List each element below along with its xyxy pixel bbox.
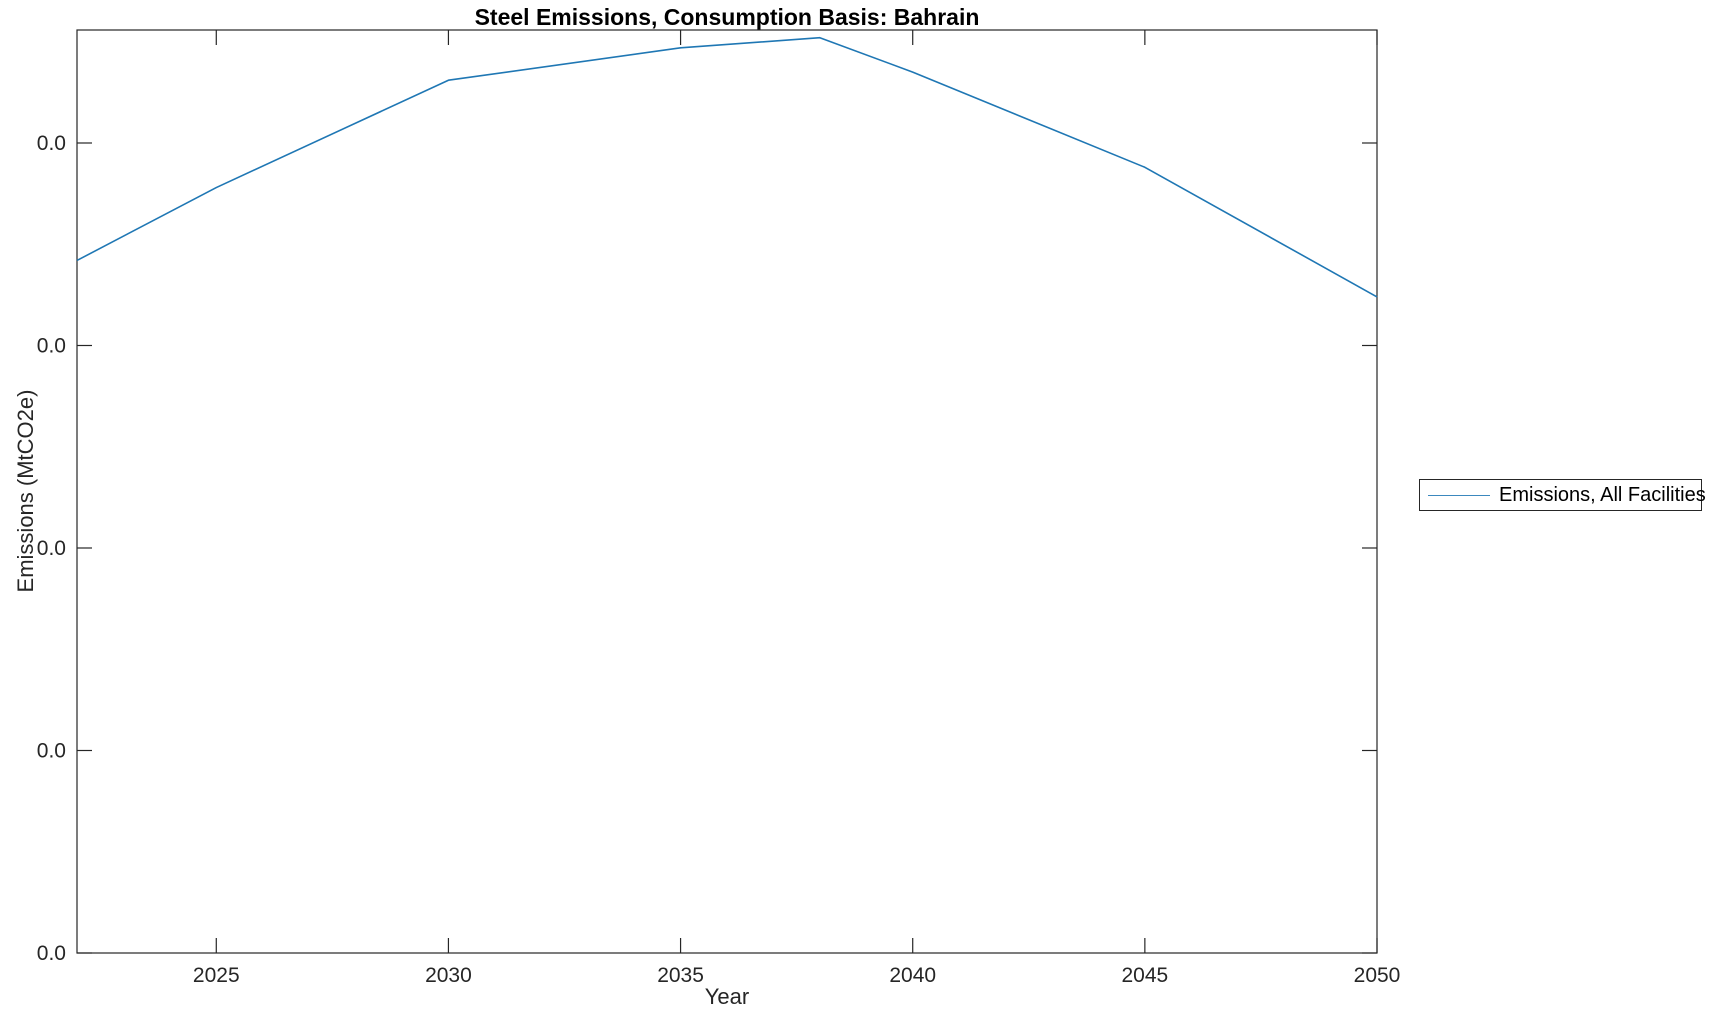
x-tick-label: 2050 (1354, 964, 1401, 987)
y-tick-label: 0.0 (37, 537, 66, 560)
x-tick-label: 2035 (657, 964, 704, 987)
x-axis-label: Year (704, 984, 750, 1009)
legend-line-icon (1428, 495, 1490, 496)
chart-title: Steel Emissions, Consumption Basis: Bahr… (474, 4, 980, 30)
series-line (76, 36, 1378, 298)
y-tick-label: 0.0 (37, 942, 66, 965)
y-tick-label: 0.0 (37, 739, 66, 762)
y-tick-label: 0.0 (37, 334, 66, 357)
axes-box (76, 29, 1378, 954)
x-tick-label: 2025 (193, 964, 240, 987)
legend-label: Emissions, All Facilities (1499, 483, 1706, 506)
y-tick-label: 0.0 (37, 132, 66, 155)
x-tick-label: 2030 (425, 964, 472, 987)
legend: Emissions, All Facilities (1419, 479, 1706, 511)
x-tick-label: 2045 (1121, 964, 1168, 987)
x-tick-label: 2040 (889, 964, 936, 987)
